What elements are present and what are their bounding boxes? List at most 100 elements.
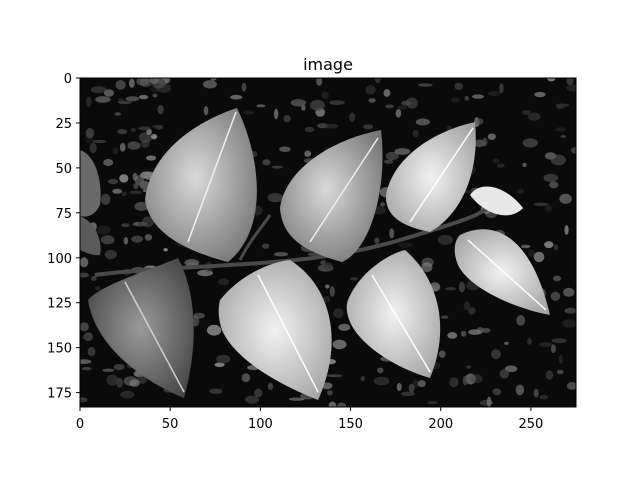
foliage-speck — [120, 390, 135, 399]
foliage-speck — [283, 115, 291, 123]
foliage-speck — [121, 223, 130, 228]
foliage-speck — [545, 370, 554, 380]
foliage-speck — [533, 202, 549, 206]
leaf-top-left — [145, 108, 257, 262]
foliage-speck — [570, 147, 576, 154]
foliage-speck — [206, 324, 222, 336]
foliage-speck — [549, 181, 559, 189]
foliage-speck — [329, 286, 335, 297]
foliage-speck — [115, 80, 126, 90]
foliage-speck — [550, 291, 561, 301]
foliage-speck — [137, 374, 147, 384]
foliage-speck — [146, 155, 157, 161]
leaf-right — [454, 229, 550, 315]
foliage-speck — [327, 390, 333, 396]
foliage-speck — [112, 188, 123, 194]
y-tick-label: 25 — [55, 117, 72, 132]
x-axis: 0 50 100 150 200 250 — [76, 407, 543, 432]
foliage-speck — [80, 397, 88, 403]
foliage-speck — [417, 380, 426, 388]
foliage-speck — [328, 401, 337, 407]
foliage-speck — [273, 108, 279, 120]
foliage-speck — [216, 354, 231, 364]
foliage-speck — [117, 129, 128, 135]
foliage-speck — [547, 78, 556, 82]
leaf-bottom-middle — [218, 260, 332, 400]
foliage-speck — [80, 272, 90, 278]
y-tick-label: 75 — [55, 207, 72, 222]
foliage-speck — [113, 364, 125, 371]
foliage-speck — [462, 375, 468, 386]
foliage-speck — [81, 366, 92, 371]
foliage-speck — [112, 147, 119, 155]
foliage-speck — [427, 400, 438, 405]
foliage-speck — [241, 373, 251, 383]
leaf-top-right — [385, 122, 476, 232]
foliage-speck — [395, 109, 402, 118]
foliage-speck — [102, 368, 115, 372]
foliage-speck — [491, 349, 501, 360]
foliage-speck — [545, 205, 553, 212]
foliage-speck — [80, 257, 89, 268]
axes-frame — [79, 77, 577, 408]
foliage-speck — [486, 396, 492, 407]
foliage-speck — [166, 78, 171, 84]
foliage-speck — [566, 78, 574, 86]
foliage-speck — [140, 140, 150, 148]
foliage-speck — [321, 91, 329, 99]
foliage-speck — [377, 367, 384, 374]
foliage-speck — [245, 395, 259, 404]
foliage-speck — [149, 78, 159, 84]
foliage-speck — [383, 89, 391, 97]
foliage-speck — [458, 281, 466, 293]
foliage-speck — [527, 112, 541, 121]
foliage-speck — [503, 341, 509, 345]
foliage-speck — [385, 151, 399, 161]
foliage-speck — [520, 244, 531, 249]
foliage-speck — [267, 382, 273, 390]
foliage-speck — [415, 118, 430, 126]
foliage-speck — [463, 301, 471, 311]
foliage-speck — [202, 80, 217, 89]
foliage-speck — [214, 362, 225, 368]
x-tick-label: 250 — [518, 417, 543, 432]
foliage-speck — [551, 344, 556, 354]
foliage-speck — [449, 377, 459, 388]
foliage-speck — [132, 172, 138, 181]
y-tick-label: 175 — [47, 387, 72, 402]
foliage-speck — [504, 365, 518, 373]
y-tick-label: 150 — [47, 342, 72, 357]
foliage-speck — [119, 174, 129, 183]
foliage-speck — [543, 173, 559, 183]
foliage-speck — [380, 202, 386, 207]
foliage-speck — [129, 190, 142, 195]
foliage-speck — [555, 127, 566, 132]
foliage-speck — [151, 134, 158, 140]
foliage-speck — [564, 307, 576, 314]
foliage-speck — [553, 244, 559, 251]
foliage-speck — [465, 373, 476, 385]
foliage-speck — [473, 139, 486, 148]
x-tick-label: 50 — [162, 417, 179, 432]
foliage-speck — [203, 106, 209, 116]
x-tick-label: 100 — [248, 417, 273, 432]
foliage-speck — [138, 126, 152, 131]
foliage-speck — [333, 308, 344, 319]
foliage-speck — [108, 178, 119, 185]
foliage-speck — [152, 93, 158, 98]
foliage-speck — [499, 369, 509, 379]
foliage-speck — [117, 100, 132, 105]
leaf-small-far-right — [470, 186, 523, 216]
foliage-speck — [163, 248, 168, 252]
foliage-speck — [384, 159, 394, 164]
foliage-speck — [445, 287, 457, 291]
foliage-speck — [492, 158, 500, 164]
foliage-speck — [290, 99, 307, 107]
foliage-speck — [106, 374, 119, 386]
foliage-speck — [441, 315, 449, 320]
foliage-speck — [210, 78, 217, 81]
x-tick-label: 200 — [428, 417, 453, 432]
foliage-speck — [103, 158, 114, 167]
foliage-speck — [273, 252, 289, 257]
foliage-speck — [517, 188, 525, 194]
